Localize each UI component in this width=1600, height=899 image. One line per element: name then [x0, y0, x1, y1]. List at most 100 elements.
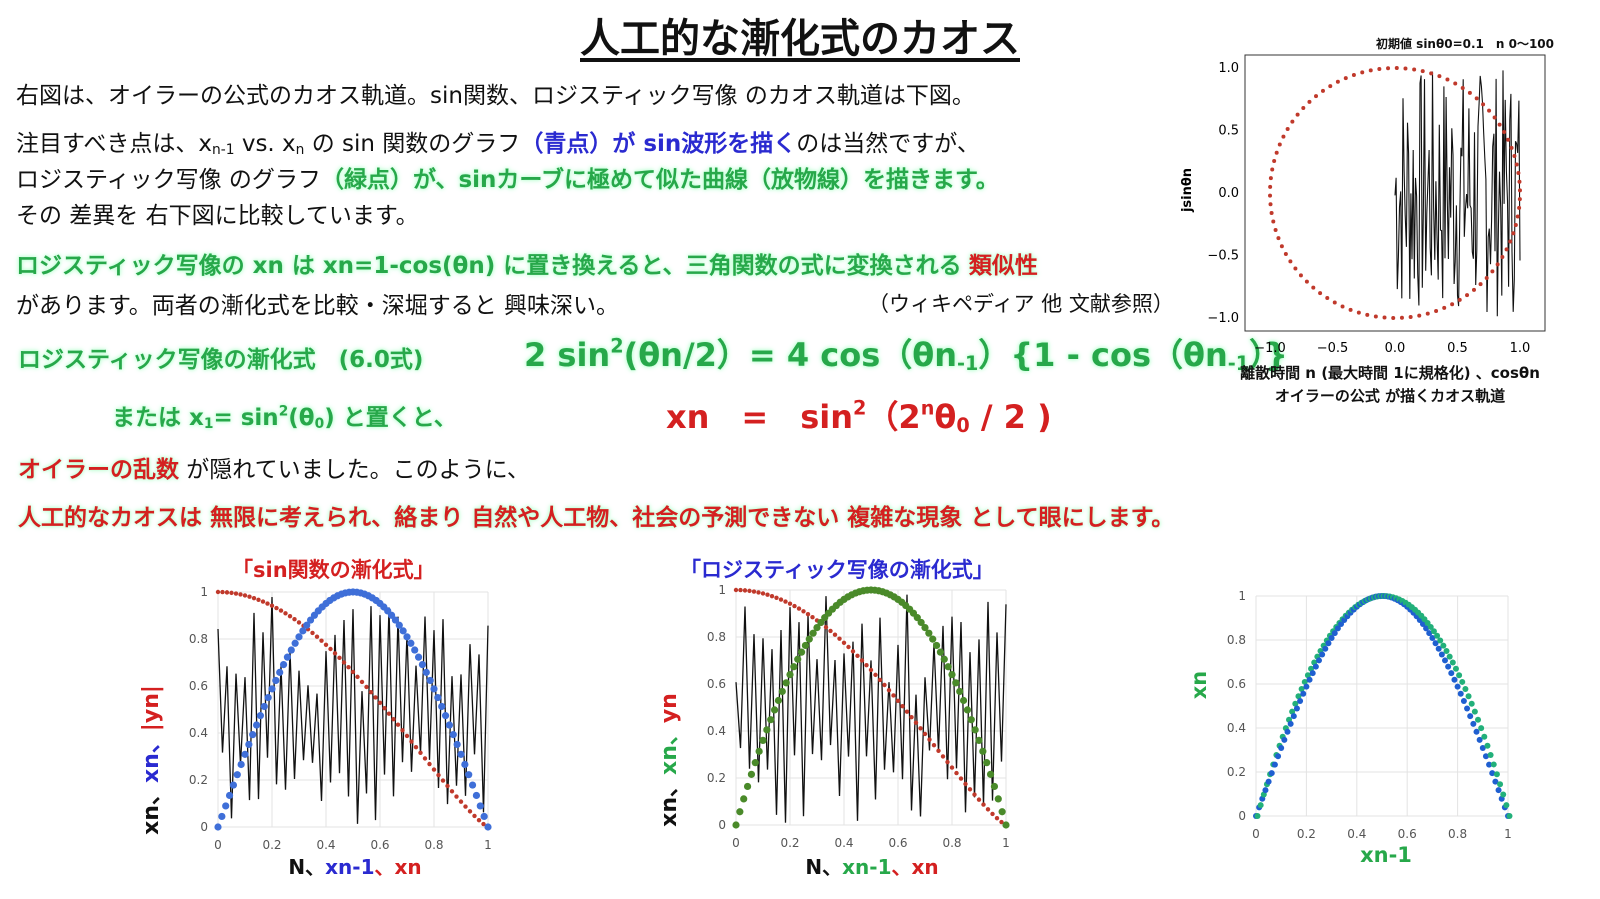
log-dot: [990, 782, 999, 791]
cmp-dot-a: [1297, 698, 1304, 705]
euler-dot: [1399, 315, 1404, 320]
euler-dot: [1450, 302, 1455, 307]
cmp-dot-a: [1435, 645, 1442, 652]
cmp-dot-b: [1468, 700, 1475, 707]
para-logistic-a: ロジスティック写像 のグラフ: [16, 167, 321, 193]
log-dot: [921, 624, 929, 632]
log-ytick: 0.2: [707, 771, 726, 785]
euler-dot: [1500, 255, 1505, 260]
log-xtick: 0: [732, 836, 740, 850]
log-red-dot: [738, 587, 743, 593]
euler-dot: [1325, 296, 1330, 301]
euler-chart-header: 初期値 sinθ0=0.1 n 0〜100: [1376, 37, 1555, 51]
log-red-dot: [855, 653, 860, 659]
log-red-dot: [805, 611, 811, 617]
euler-dot: [1320, 88, 1325, 93]
eq2-label-c: (θ: [288, 405, 315, 431]
cmp-dot-a: [1442, 657, 1448, 664]
sin-red-dot: [314, 634, 320, 639]
sin-dot: [403, 633, 411, 641]
cmp-dot-a: [1426, 630, 1433, 637]
sin-dot: [214, 823, 222, 831]
sin-red-dot: [382, 705, 387, 711]
cmp-ytick: 0.8: [1227, 633, 1246, 647]
sin-xtick: 1: [484, 838, 492, 852]
sin-red-dot: [269, 603, 275, 608]
euler-dot: [1268, 176, 1273, 181]
compare-chart-grid: [1255, 595, 1509, 817]
euler-dot: [1290, 119, 1295, 124]
euler-chart-trajectory: [1394, 70, 1521, 317]
sin-ytick: 0.6: [189, 679, 208, 693]
cmp-dot-b: [1430, 628, 1437, 635]
log-red-dot: [792, 603, 797, 609]
sin-ytick: 0.4: [189, 726, 208, 740]
cmp-xtick: 1: [1504, 827, 1512, 841]
log-red-dot: [936, 748, 941, 753]
eq2-label-sub: 1: [203, 415, 214, 432]
log-dot: [917, 618, 925, 627]
log-dot: [743, 782, 752, 791]
sin-dot: [237, 760, 245, 769]
cmp-dot-a: [1470, 720, 1477, 727]
eq2-r4: / 2 ): [969, 398, 1052, 436]
euler-dot: [1314, 94, 1319, 99]
sin-dot: [441, 712, 450, 720]
logistic-chart-trajectory: [735, 594, 1007, 823]
cmp-dot-a: [1268, 770, 1275, 777]
log-red-dot: [900, 703, 905, 709]
cmp-dot-a: [1334, 625, 1341, 632]
sin-red-dot: [391, 716, 396, 722]
page-title: 人工的な漸化式のカオス: [580, 16, 1020, 62]
para-intro: 右図は、オイラーの公式のカオス軌道。sin関数、ロジスティック写像 のカオス軌道…: [16, 83, 975, 109]
sin-chart-xlabel-a: N、: [288, 855, 325, 879]
sin-xtick: 0.8: [424, 838, 443, 852]
euler-dot: [1471, 287, 1476, 292]
sin-dot: [303, 621, 311, 629]
log-dot: [963, 706, 972, 714]
sin-chart-blue-dots: [214, 588, 492, 831]
sin-dot: [272, 676, 280, 685]
log-red-dot: [868, 667, 874, 673]
log-dot: [774, 696, 783, 705]
cmp-dot-a: [1448, 670, 1455, 677]
sin-dot: [295, 633, 303, 641]
log-red-dot: [756, 590, 761, 595]
sin-dot: [252, 721, 261, 729]
eq2-r2: （2: [866, 398, 921, 436]
log-red-dot: [810, 614, 815, 620]
log-red-dot: [823, 625, 829, 630]
log-red-dot: [882, 682, 887, 688]
log-xtick: 0.8: [942, 836, 961, 850]
log-red-dot: [801, 609, 806, 614]
cmp-dot-a: [1316, 657, 1322, 664]
sin-red-dot: [337, 655, 342, 661]
sin-red-dot: [418, 750, 423, 755]
log-dot: [751, 759, 759, 767]
sin-dot: [264, 693, 272, 702]
sin-dot: [245, 740, 253, 749]
cmp-dot-a: [1489, 770, 1496, 777]
sin-red-dot: [454, 794, 459, 799]
log-dot: [1002, 821, 1010, 829]
euler-xtick: 1.0: [1510, 341, 1531, 355]
cmp-dot-b: [1506, 813, 1513, 819]
euler-chart-xticks: −1.0 −0.5 0.0 0.5 1.0: [1254, 341, 1530, 355]
euler-dot: [1271, 219, 1276, 224]
log-red-dot: [972, 792, 977, 797]
euler-xtick: −0.5: [1317, 341, 1349, 355]
eq2-label-d: ) と置くと、: [324, 405, 457, 431]
euler-xtick: 0.5: [1447, 341, 1468, 355]
cmp-dot-b: [1452, 665, 1459, 672]
cmp-dot-b: [1481, 733, 1488, 740]
cmp-dot-a: [1265, 778, 1272, 785]
log-dot: [732, 821, 740, 829]
sin-red-dot: [247, 594, 252, 599]
log-red-dot: [994, 815, 1000, 821]
log-red-dot: [904, 709, 910, 714]
log-red-dot: [841, 640, 847, 645]
cmp-dot-a: [1319, 651, 1326, 658]
log-red-dot: [742, 588, 748, 593]
cmp-dot-a: [1467, 713, 1474, 720]
log-dot: [929, 635, 937, 643]
